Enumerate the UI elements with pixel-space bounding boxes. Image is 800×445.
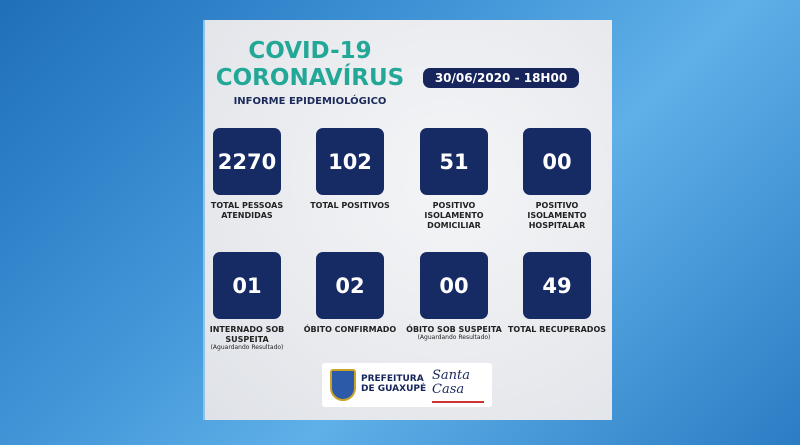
stat-note: (Aguardando Resultado) [210, 344, 284, 351]
stat-label-text: ÓBITO CONFIRMADO [303, 325, 397, 334]
stat-tile: 00 [523, 128, 591, 195]
stat-tile: 02 [316, 252, 384, 319]
stat-label-text: POSITIVO ISOLAMENTO HOSPITALAR [527, 201, 587, 230]
stat-label-text: TOTAL POSITIVOS [310, 201, 390, 210]
stat-label: INTERNADO SOB SUSPEITA (Aguardando Result… [197, 325, 297, 351]
guaxupe-crest-icon [330, 369, 356, 401]
title-coronavirus: CORONAVÍRUS [215, 65, 405, 91]
stat-label: ÓBITO SOB SUSPEITA (Aguardando Resultado) [404, 325, 504, 341]
santa-casa-logo: Santa Casa [432, 368, 471, 397]
stat-label: TOTAL RECUPERADOS [507, 325, 607, 335]
stat-label-text: POSITIVO ISOLAMENTO DOMICILIAR [424, 201, 484, 230]
stat-label: TOTAL POSITIVOS [300, 201, 400, 211]
footer-logos: PREFEITURA DE GUAXUPÉ Santa Casa [322, 363, 492, 407]
stat-label: POSITIVO ISOLAMENTO DOMICILIAR [404, 201, 504, 231]
stat-label: TOTAL PESSOAS ATENDIDAS [197, 201, 297, 221]
stat-tile: 01 [213, 252, 281, 319]
stat-note: (Aguardando Resultado) [417, 334, 491, 341]
stat-tile: 2270 [213, 128, 281, 195]
stat-label: ÓBITO CONFIRMADO [300, 325, 400, 335]
subtitle: INFORME EPIDEMIOLÓGICO [233, 96, 387, 107]
title-covid: COVID-19 [248, 38, 372, 64]
stat-tile: 49 [523, 252, 591, 319]
stat-tile: 51 [420, 128, 488, 195]
stat-tile: 00 [420, 252, 488, 319]
santa-casa-underline [432, 401, 484, 403]
stat-label-text: TOTAL RECUPERADOS [507, 325, 607, 334]
prefeitura-logo-text: PREFEITURA DE GUAXUPÉ [361, 374, 427, 394]
stat-tile: 102 [316, 128, 384, 195]
stat-label-text: ÓBITO SOB SUSPEITA [406, 325, 502, 334]
stat-label: POSITIVO ISOLAMENTO HOSPITALAR [507, 201, 607, 231]
bulletin-card: COVID-19 CORONAVÍRUS INFORME EPIDEMIOLÓG… [203, 20, 612, 420]
stat-label-text: TOTAL PESSOAS ATENDIDAS [210, 201, 284, 220]
stat-label-text: INTERNADO SOB SUSPEITA [209, 325, 285, 344]
date-badge: 30/06/2020 - 18H00 [423, 68, 579, 88]
